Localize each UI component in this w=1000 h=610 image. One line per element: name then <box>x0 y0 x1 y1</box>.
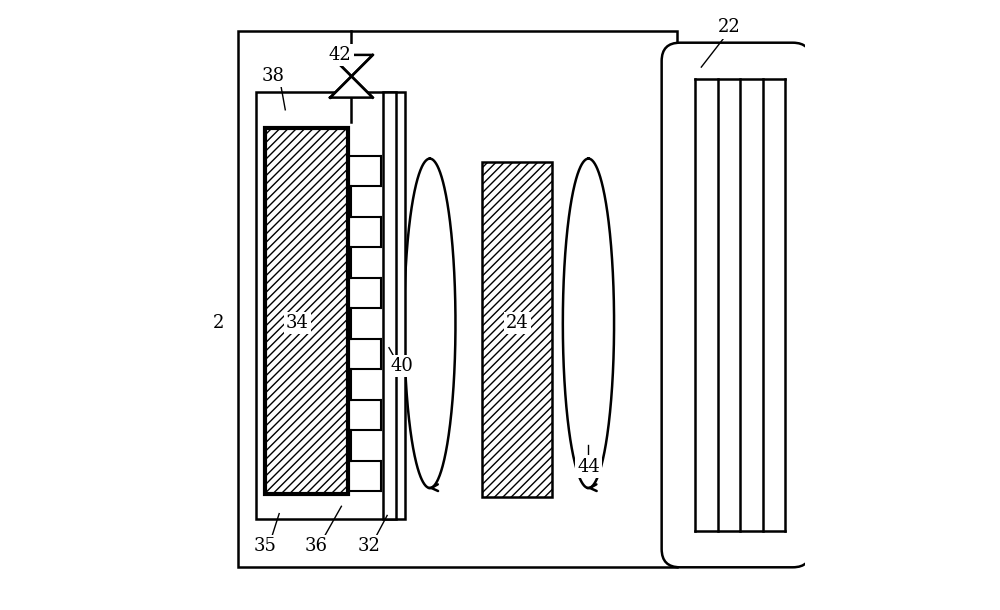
Text: 38: 38 <box>262 67 285 85</box>
Bar <box>265 128 348 494</box>
Text: 34: 34 <box>286 314 309 332</box>
Bar <box>238 30 677 567</box>
Text: 35: 35 <box>254 537 277 555</box>
Text: 40: 40 <box>391 357 414 375</box>
Text: 36: 36 <box>304 537 327 555</box>
Bar <box>256 92 405 518</box>
Text: 44: 44 <box>577 458 600 476</box>
FancyBboxPatch shape <box>662 43 811 567</box>
Text: 24: 24 <box>506 314 528 332</box>
Bar <box>265 128 348 494</box>
Bar <box>383 92 396 518</box>
Text: 22: 22 <box>717 18 740 37</box>
Text: 42: 42 <box>329 46 352 64</box>
Text: 32: 32 <box>357 537 380 555</box>
Text: 2: 2 <box>212 314 224 332</box>
Polygon shape <box>330 76 373 98</box>
Polygon shape <box>330 55 373 76</box>
Bar <box>482 162 552 497</box>
Bar <box>482 162 552 497</box>
